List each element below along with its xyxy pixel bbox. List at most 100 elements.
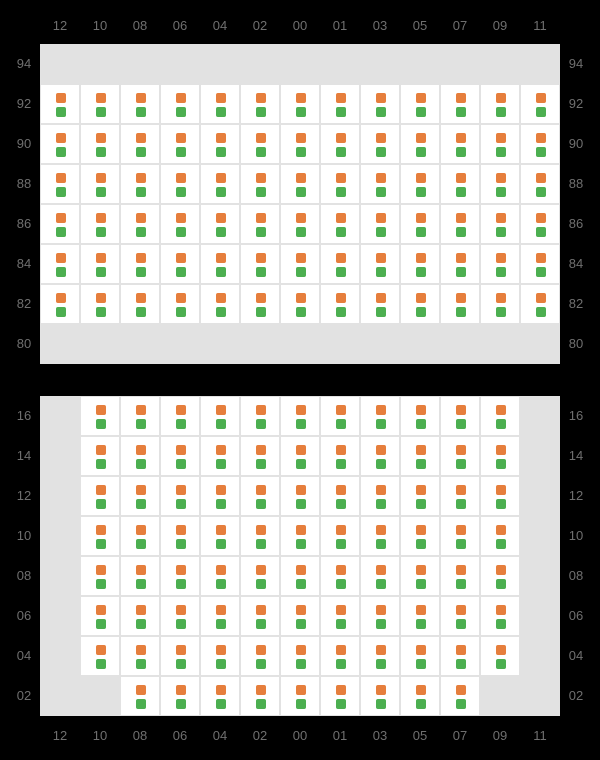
slot-cell[interactable] (40, 84, 80, 124)
slot-cell[interactable] (480, 124, 520, 164)
slot-cell[interactable] (160, 676, 200, 716)
slot-cell[interactable] (160, 204, 200, 244)
slot-cell[interactable] (40, 284, 80, 324)
slot-cell[interactable] (360, 556, 400, 596)
slot-cell[interactable] (440, 516, 480, 556)
slot-cell[interactable] (80, 84, 120, 124)
slot-cell[interactable] (200, 284, 240, 324)
slot-cell[interactable] (360, 244, 400, 284)
slot-cell[interactable] (360, 84, 400, 124)
slot-cell[interactable] (200, 476, 240, 516)
slot-cell[interactable] (240, 124, 280, 164)
slot-cell[interactable] (240, 636, 280, 676)
slot-cell[interactable] (360, 516, 400, 556)
slot-cell[interactable] (400, 204, 440, 244)
slot-cell[interactable] (280, 284, 320, 324)
slot-cell[interactable] (520, 244, 560, 284)
slot-cell[interactable] (80, 596, 120, 636)
slot-cell[interactable] (240, 204, 280, 244)
slot-cell[interactable] (480, 164, 520, 204)
slot-cell[interactable] (120, 676, 160, 716)
slot-cell[interactable] (480, 244, 520, 284)
slot-cell[interactable] (200, 244, 240, 284)
slot-cell[interactable] (160, 84, 200, 124)
slot-cell[interactable] (120, 556, 160, 596)
slot-cell[interactable] (200, 124, 240, 164)
slot-cell[interactable] (360, 164, 400, 204)
slot-cell[interactable] (440, 84, 480, 124)
slot-cell[interactable] (40, 244, 80, 284)
slot-cell[interactable] (240, 436, 280, 476)
slot-cell[interactable] (120, 204, 160, 244)
slot-cell[interactable] (280, 556, 320, 596)
slot-cell[interactable] (360, 124, 400, 164)
slot-cell[interactable] (320, 476, 360, 516)
slot-cell[interactable] (320, 84, 360, 124)
slot-cell[interactable] (400, 556, 440, 596)
slot-cell[interactable] (160, 244, 200, 284)
slot-cell[interactable] (40, 204, 80, 244)
slot-cell[interactable] (80, 476, 120, 516)
slot-cell[interactable] (440, 164, 480, 204)
slot-cell[interactable] (360, 636, 400, 676)
slot-cell[interactable] (400, 436, 440, 476)
slot-cell[interactable] (520, 124, 560, 164)
slot-cell[interactable] (400, 124, 440, 164)
slot-cell[interactable] (280, 596, 320, 636)
slot-cell[interactable] (120, 124, 160, 164)
slot-cell[interactable] (160, 164, 200, 204)
slot-cell[interactable] (320, 436, 360, 476)
slot-cell[interactable] (280, 204, 320, 244)
slot-cell[interactable] (440, 476, 480, 516)
slot-cell[interactable] (400, 164, 440, 204)
slot-cell[interactable] (240, 396, 280, 436)
slot-cell[interactable] (400, 396, 440, 436)
slot-cell[interactable] (480, 204, 520, 244)
slot-cell[interactable] (280, 396, 320, 436)
slot-cell[interactable] (320, 516, 360, 556)
slot-cell[interactable] (440, 124, 480, 164)
slot-cell[interactable] (480, 636, 520, 676)
slot-cell[interactable] (400, 676, 440, 716)
slot-cell[interactable] (360, 284, 400, 324)
slot-cell[interactable] (240, 596, 280, 636)
slot-cell[interactable] (280, 164, 320, 204)
slot-cell[interactable] (120, 596, 160, 636)
slot-cell[interactable] (200, 396, 240, 436)
slot-cell[interactable] (320, 676, 360, 716)
slot-cell[interactable] (200, 596, 240, 636)
slot-cell[interactable] (280, 676, 320, 716)
slot-cell[interactable] (320, 244, 360, 284)
slot-cell[interactable] (160, 516, 200, 556)
slot-cell[interactable] (200, 436, 240, 476)
slot-cell[interactable] (120, 516, 160, 556)
slot-cell[interactable] (120, 396, 160, 436)
slot-cell[interactable] (80, 436, 120, 476)
slot-cell[interactable] (400, 84, 440, 124)
slot-cell[interactable] (200, 204, 240, 244)
slot-cell[interactable] (280, 244, 320, 284)
slot-cell[interactable] (200, 516, 240, 556)
slot-cell[interactable] (440, 676, 480, 716)
slot-cell[interactable] (320, 124, 360, 164)
slot-cell[interactable] (280, 476, 320, 516)
slot-cell[interactable] (120, 84, 160, 124)
slot-cell[interactable] (200, 164, 240, 204)
slot-cell[interactable] (520, 164, 560, 204)
slot-cell[interactable] (280, 436, 320, 476)
slot-cell[interactable] (120, 436, 160, 476)
slot-cell[interactable] (480, 84, 520, 124)
slot-cell[interactable] (160, 436, 200, 476)
slot-cell[interactable] (160, 636, 200, 676)
slot-cell[interactable] (320, 284, 360, 324)
slot-cell[interactable] (480, 476, 520, 516)
slot-cell[interactable] (400, 636, 440, 676)
slot-cell[interactable] (160, 284, 200, 324)
slot-cell[interactable] (440, 284, 480, 324)
slot-cell[interactable] (360, 396, 400, 436)
slot-cell[interactable] (280, 84, 320, 124)
slot-cell[interactable] (120, 476, 160, 516)
slot-cell[interactable] (80, 636, 120, 676)
slot-cell[interactable] (480, 596, 520, 636)
slot-cell[interactable] (80, 396, 120, 436)
